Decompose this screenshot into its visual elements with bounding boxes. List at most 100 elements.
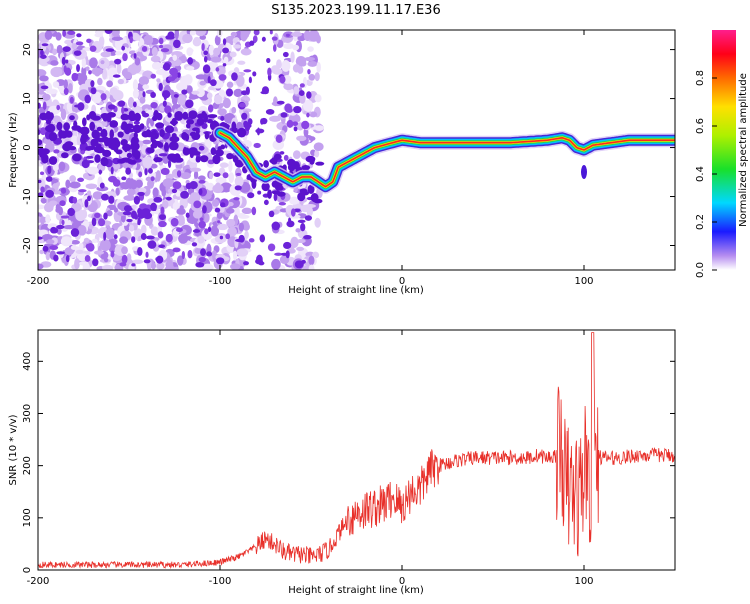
spectrogram-noise-blob [71, 43, 78, 50]
spectrogram-noise-blob-strong [85, 155, 94, 159]
spectrogram-noise-blob [103, 257, 109, 263]
spectrogram-noise-blob [58, 206, 64, 216]
spectrogram-noise-blob [290, 51, 295, 63]
spectrogram-noise-blob [38, 263, 44, 270]
spectrogram-noise-blob-strong [129, 36, 134, 44]
spectrogram-band-blob [167, 112, 172, 118]
spectrogram-noise-blob-strong [112, 74, 121, 78]
spectrogram-noise-blob [39, 89, 44, 95]
spectrogram-noise-blob [276, 59, 282, 70]
spectrogram-noise-blob-strong [165, 233, 173, 243]
spectrogram-noise-blob [243, 93, 248, 101]
spectrogram-noise-blob-strong [91, 217, 97, 227]
spectrogram-band-blob [43, 154, 49, 163]
spectrogram-band-blob [145, 129, 151, 135]
spectrogram-noise-blob-strong [207, 104, 214, 113]
spectrogram-noise-blob-strong [273, 193, 278, 202]
spectrogram-noise-blob-strong [60, 215, 70, 219]
spectrogram-noise-blob-strong [41, 43, 49, 47]
spectrogram-noise-blob [97, 77, 103, 86]
spectrogram-noise-blob-strong [233, 197, 240, 201]
spectrogram-noise-blob-strong [269, 30, 273, 35]
spectrogram-noise-blob-strong [286, 220, 295, 228]
spectrogram-noise-blob [210, 225, 220, 237]
spectrogram-band-blob [47, 123, 56, 133]
spectrogram-noise-blob-strong [181, 250, 186, 260]
spectrogram-noise-blob-strong [241, 112, 248, 120]
spectrogram-noise-blob-strong [207, 76, 211, 84]
colorbar-tick-label: 0.6 [695, 118, 706, 134]
spectrogram-noise-blob [45, 214, 51, 224]
spectrogram-noise-blob-strong [137, 191, 145, 196]
spectrogram-noise-blob-strong [64, 67, 72, 76]
spectrogram-noise-blob-strong [67, 30, 76, 36]
spectrogram-noise-blob [58, 161, 66, 172]
colorbar-label: Normalized spectral amplitude [738, 73, 749, 227]
spectrogram-y-tick-label: 10 [22, 92, 33, 105]
spectrogram-noise-blob [45, 252, 51, 261]
spectrogram-noise-blob-strong [203, 55, 208, 63]
spectrogram-band-blob [95, 143, 102, 148]
spectrogram-noise-blob [108, 238, 118, 245]
spectrogram-noise-blob-strong [133, 52, 137, 59]
spectrogram-noise-blob [50, 60, 59, 66]
spectrogram-band-blob [195, 156, 201, 163]
spectrogram-noise-blob-strong [42, 101, 47, 110]
spectrogram-noise-blob-strong [155, 255, 164, 264]
spectrogram-band-blob [134, 137, 139, 144]
spectrogram-noise-blob [307, 46, 314, 52]
spectrogram-xlabel: Height of straight line (km) [288, 285, 424, 296]
spectrogram-noise-blob-strong [100, 93, 107, 101]
spectrogram-band-blob [203, 113, 209, 123]
spectrogram-x-tick-label: -200 [27, 276, 50, 287]
spectrogram-noise-blob-strong [78, 189, 87, 193]
spectrogram-band-blob [267, 189, 272, 199]
spectrogram-noise-blob [308, 264, 315, 270]
spectrogram-noise-blob-strong [141, 208, 151, 215]
spectrogram-noise-blob-strong [222, 47, 230, 54]
spectrogram-noise-blob [111, 30, 120, 37]
spectrogram-noise-blob-strong [53, 149, 60, 154]
spectrogram-band-blob [91, 129, 100, 140]
spectrogram-noise-blob [312, 251, 320, 259]
spectrogram-noise-blob-strong [253, 30, 260, 36]
spectrogram-noise-blob [235, 74, 245, 87]
spectrogram-noise-blob-strong [70, 228, 80, 237]
spectrogram-noise-blob [63, 225, 76, 230]
spectrogram-noise-blob-strong [61, 219, 65, 226]
spectrogram-noise-blob-strong [133, 120, 140, 125]
spectrogram-band-blob [163, 142, 170, 152]
spectrogram-noise-blob-strong [248, 76, 252, 84]
spectrogram-band-blob [38, 139, 43, 146]
spectrogram-noise-blob [71, 240, 80, 245]
spectrogram-band-blob [90, 138, 98, 147]
spectrogram-noise-blob-strong [209, 79, 217, 87]
spectrogram-noise-blob-strong [166, 34, 175, 40]
spectrogram-noise-blob [228, 160, 233, 173]
spectrogram-band-blob [146, 147, 155, 154]
colorbar-tick-label: 0.0 [695, 262, 706, 278]
spectrogram-noise-blob [134, 57, 141, 66]
spectrogram-band-blob [128, 115, 137, 122]
spectrogram-band-blob [182, 111, 189, 120]
spectrogram-noise-blob-strong [105, 48, 115, 52]
spectrogram-noise-blob-strong [204, 228, 209, 235]
spectrogram-noise-blob [307, 60, 318, 67]
spectrogram-noise-blob [79, 261, 89, 266]
spectrogram-band-blob [196, 118, 205, 126]
spectrogram-noise-blob [99, 239, 111, 252]
spectrogram-noise-blob [117, 78, 125, 85]
spectrogram-noise-blob-strong [88, 70, 92, 75]
spectrogram-noise-blob-strong [150, 91, 156, 99]
spectrogram-noise-blob-strong [293, 126, 298, 132]
spectrogram-noise-blob-strong [303, 234, 312, 240]
spectrogram-noise-blob [52, 81, 60, 88]
spectrogram-noise-blob [161, 188, 167, 197]
spectrogram-noise-blob-strong [198, 220, 206, 229]
spectrogram-band-blob [86, 146, 96, 151]
spectrogram-noise-blob-strong [107, 104, 116, 110]
spectrogram-band-blob [271, 190, 281, 195]
spectrogram-noise-blob-strong [285, 33, 290, 37]
spectrogram-noise-blob-strong [243, 261, 249, 266]
spectrogram-noise-blob-strong [162, 62, 171, 71]
